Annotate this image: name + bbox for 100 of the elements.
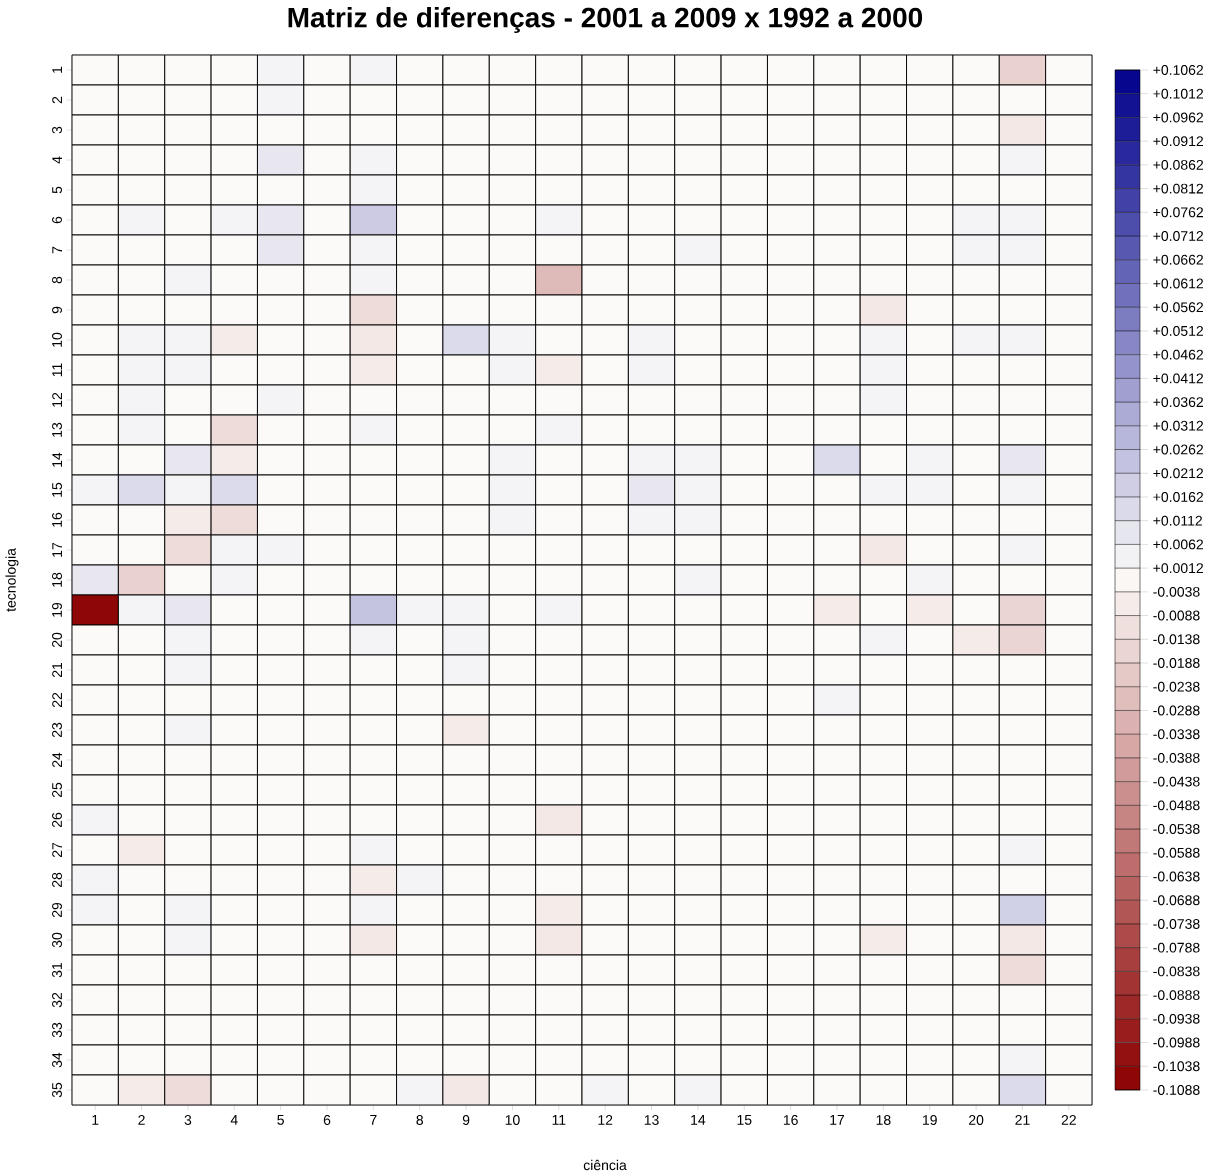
y-tick-label: 6 bbox=[52, 216, 62, 224]
y-tick-label: 3 bbox=[52, 126, 62, 134]
y-tick-label: 8 bbox=[52, 276, 62, 284]
chart-title: Matriz de diferenças - 2001 a 2009 x 1992 a 2000 bbox=[288, 6, 923, 34]
color-bar-label: -0.1088 bbox=[1153, 1085, 1200, 1095]
y-tick-label: 19 bbox=[52, 602, 62, 617]
y-tick-label: 16 bbox=[52, 512, 62, 527]
color-bar-label: -0.0088 bbox=[1153, 610, 1200, 621]
x-tick-label: 13 bbox=[644, 1115, 659, 1125]
x-tick-label: 2 bbox=[138, 1115, 145, 1125]
x-tick-label: 20 bbox=[969, 1115, 984, 1125]
y-tick-label: 35 bbox=[52, 1082, 62, 1098]
y-tick-label: 27 bbox=[52, 842, 62, 858]
color-bar-label: +0.0062 bbox=[1153, 539, 1203, 550]
color-bar-label: +0.0662 bbox=[1153, 254, 1203, 265]
y-tick-label: 10 bbox=[52, 332, 62, 347]
color-bar-label: -0.0038 bbox=[1153, 586, 1200, 597]
x-tick-label: 9 bbox=[462, 1115, 470, 1125]
x-axis-title: ciência bbox=[583, 1159, 627, 1171]
y-tick-label: 30 bbox=[52, 932, 62, 948]
color-bar-label: -0.1038 bbox=[1153, 1061, 1200, 1072]
y-tick-label: 20 bbox=[52, 632, 62, 648]
color-bar-label: +0.0562 bbox=[1153, 302, 1203, 313]
x-tick-label: 17 bbox=[830, 1115, 845, 1125]
y-tick-label: 17 bbox=[52, 542, 62, 557]
y-tick-label: 25 bbox=[52, 782, 62, 798]
y-tick-label: 34 bbox=[52, 1052, 62, 1068]
color-bar-label: -0.0338 bbox=[1153, 729, 1200, 740]
x-tick-label: 19 bbox=[923, 1115, 937, 1125]
y-tick-label: 26 bbox=[52, 812, 62, 828]
x-tick-label: 12 bbox=[598, 1115, 613, 1125]
x-tick-label: 4 bbox=[230, 1115, 238, 1125]
x-tick-label: 22 bbox=[1061, 1115, 1076, 1125]
color-bar-label: +0.0362 bbox=[1153, 397, 1203, 408]
y-tick-label: 33 bbox=[52, 1022, 62, 1038]
color-bar-label: -0.0838 bbox=[1153, 966, 1200, 977]
x-tick-label: 14 bbox=[691, 1115, 706, 1125]
y-tick-label: 23 bbox=[52, 722, 62, 738]
x-tick-label: 7 bbox=[370, 1115, 377, 1125]
y-tick-label: 2 bbox=[52, 96, 62, 104]
color-bar-label: +0.0862 bbox=[1153, 159, 1203, 170]
y-tick-label: 32 bbox=[52, 992, 62, 1008]
x-tick-label: 16 bbox=[783, 1115, 798, 1125]
color-bar-label: -0.0188 bbox=[1153, 658, 1200, 668]
color-bar-label: +0.0112 bbox=[1153, 515, 1202, 526]
color-bar-label: -0.0738 bbox=[1153, 918, 1200, 929]
color-bar-label: +0.0462 bbox=[1153, 349, 1203, 360]
x-tick-label: 18 bbox=[876, 1115, 891, 1125]
y-tick-label: 5 bbox=[52, 186, 62, 194]
color-bar-label: +0.0712 bbox=[1153, 231, 1203, 241]
y-tick-label: 31 bbox=[52, 962, 62, 978]
color-bar-label: +0.0962 bbox=[1153, 112, 1203, 123]
y-tick-label: 28 bbox=[52, 872, 62, 888]
color-bar-label: -0.0488 bbox=[1153, 800, 1200, 811]
color-bar-label: -0.0638 bbox=[1153, 871, 1200, 882]
color-bar-label: +0.0162 bbox=[1153, 492, 1203, 502]
color-bar-label: -0.0888 bbox=[1153, 990, 1200, 1001]
y-tick-label: 15 bbox=[52, 482, 62, 497]
y-tick-label: 22 bbox=[52, 692, 62, 708]
color-bar-label: -0.0938 bbox=[1153, 1013, 1200, 1024]
y-tick-label: 7 bbox=[52, 246, 62, 254]
y-tick-label: 24 bbox=[52, 752, 62, 768]
color-bar-label: -0.0238 bbox=[1153, 681, 1200, 692]
color-bar-label: -0.0438 bbox=[1153, 776, 1200, 787]
y-tick-label: 21 bbox=[52, 662, 62, 678]
color-bar-label: -0.0688 bbox=[1153, 895, 1200, 906]
x-tick-label: 3 bbox=[184, 1115, 192, 1125]
y-axis-title: tecnologia bbox=[5, 548, 19, 612]
color-bar-label: -0.0988 bbox=[1153, 1037, 1200, 1048]
x-tick-label: 1 bbox=[92, 1115, 99, 1125]
color-bar-label: +0.0412 bbox=[1153, 373, 1203, 384]
color-bar-label: +0.0512 bbox=[1153, 325, 1203, 336]
color-bar-label: +0.0762 bbox=[1153, 207, 1203, 218]
y-tick-label: 1 bbox=[52, 66, 62, 73]
color-bar-label: +0.1062 bbox=[1153, 65, 1203, 75]
x-tick-label: 11 bbox=[552, 1115, 566, 1125]
color-bar-label: +0.0812 bbox=[1153, 183, 1203, 194]
x-tick-label: 5 bbox=[277, 1115, 284, 1125]
color-bar-label: -0.0788 bbox=[1153, 942, 1200, 953]
color-bar-label: +0.1012 bbox=[1153, 88, 1203, 99]
x-tick-label: 15 bbox=[737, 1115, 752, 1125]
y-tick-label: 18 bbox=[52, 572, 62, 587]
y-tick-label: 11 bbox=[52, 363, 62, 377]
x-tick-label: 21 bbox=[1015, 1115, 1030, 1125]
color-bar-label: +0.0262 bbox=[1153, 444, 1203, 455]
y-tick-label: 13 bbox=[52, 422, 62, 437]
color-bar-label: +0.0312 bbox=[1153, 420, 1203, 431]
y-tick-label: 9 bbox=[52, 306, 62, 314]
color-bar-label: +0.0212 bbox=[1153, 468, 1203, 479]
color-bar-label: +0.0612 bbox=[1153, 278, 1203, 289]
y-tick-label: 29 bbox=[52, 902, 62, 918]
x-tick-label: 6 bbox=[323, 1115, 331, 1125]
color-bar-label: -0.0538 bbox=[1153, 824, 1200, 835]
y-tick-label: 12 bbox=[52, 392, 62, 407]
color-bar-label: -0.0388 bbox=[1153, 752, 1200, 763]
color-bar-label: -0.0588 bbox=[1153, 847, 1200, 858]
color-bar-label: +0.0912 bbox=[1153, 136, 1203, 147]
x-tick-label: 8 bbox=[416, 1115, 424, 1125]
x-tick-label: 10 bbox=[505, 1115, 520, 1125]
y-tick-label: 14 bbox=[52, 452, 62, 467]
